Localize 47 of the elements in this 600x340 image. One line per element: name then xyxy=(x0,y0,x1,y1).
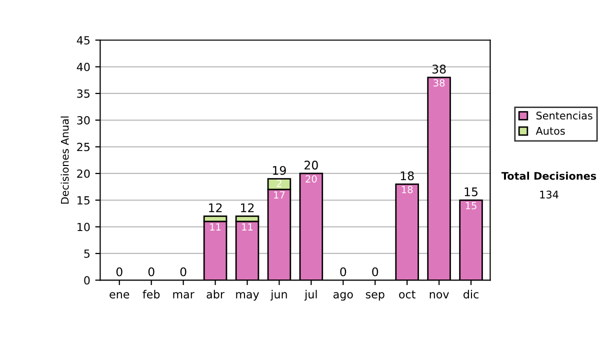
total-label: 38 xyxy=(432,64,446,74)
x-tick-label: jul xyxy=(304,290,317,301)
data-label: 20 xyxy=(306,175,317,183)
y-tick-label: 0 xyxy=(84,276,90,285)
y-tick-label: 20 xyxy=(77,169,90,178)
legend-label: Sentencias xyxy=(536,111,592,120)
data-label: 11 xyxy=(242,223,253,230)
total-label: 0 xyxy=(340,267,346,276)
y-axis-title: Decisiones Anual xyxy=(60,116,69,204)
total-label: 15 xyxy=(464,187,478,196)
data-label: 2 xyxy=(276,180,282,187)
text: 134 xyxy=(540,190,558,199)
y-tick-label: 30 xyxy=(77,116,90,125)
x-tick-label: ago xyxy=(333,292,353,301)
text: Total Decisiones xyxy=(501,172,596,180)
y-tick-label: 40 xyxy=(76,62,90,72)
x-tick-label: ene xyxy=(110,292,130,298)
total-label: 19 xyxy=(273,166,286,175)
total-label: 12 xyxy=(241,203,254,212)
x-tick-label: sep xyxy=(366,292,384,301)
y-tick-label: 15 xyxy=(78,196,90,205)
x-tick-label: oct xyxy=(399,290,416,298)
data-label: 18 xyxy=(402,186,413,194)
y-tick-label: 45 xyxy=(76,36,90,44)
data-label: 17 xyxy=(274,191,285,198)
total-label: 12 xyxy=(209,203,222,212)
x-tick-label: dic xyxy=(464,290,478,298)
x-tick-label: nov xyxy=(430,292,449,298)
y-tick-label: 25 xyxy=(77,142,90,152)
legend-label: Autos xyxy=(536,127,565,135)
x-tick-label: jun xyxy=(270,290,287,301)
total-label: 0 xyxy=(116,267,122,276)
data-label: 11 xyxy=(210,223,221,230)
data-label: 15 xyxy=(466,202,476,210)
total-label: 18 xyxy=(400,171,414,180)
x-tick-label: mar xyxy=(173,292,194,298)
total-label: 20 xyxy=(304,160,318,170)
y-tick-label: 35 xyxy=(77,89,90,98)
x-tick-label: may xyxy=(236,292,260,301)
total-label: 0 xyxy=(180,267,186,276)
data-label: 38 xyxy=(434,79,445,87)
total-label: 0 xyxy=(148,267,154,276)
x-tick-label: feb xyxy=(142,290,160,298)
total-label: 0 xyxy=(372,267,378,276)
x-tick-label: abr xyxy=(206,290,224,298)
y-tick-label: 10 xyxy=(78,222,90,232)
y-tick-label: 5 xyxy=(84,250,90,258)
